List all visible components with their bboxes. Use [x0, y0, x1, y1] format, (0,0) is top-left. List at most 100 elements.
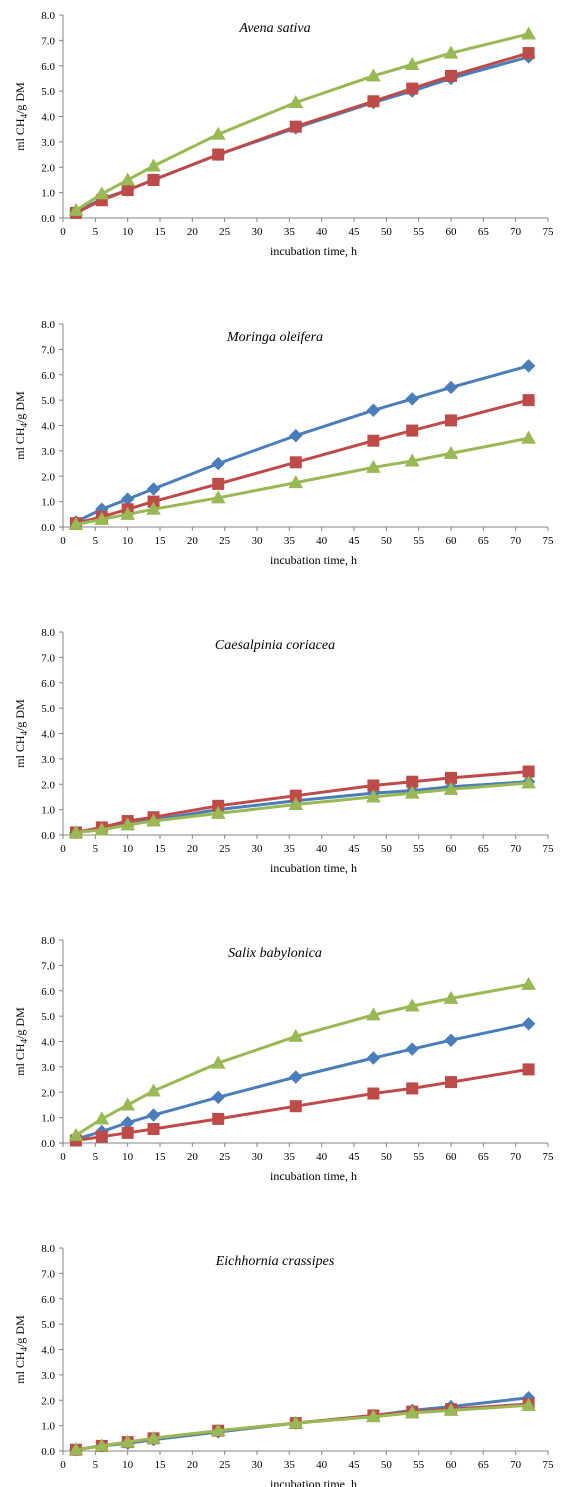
data-point-triangle: [288, 1028, 304, 1042]
x-tick-label: 50: [381, 1151, 393, 1163]
x-tick-label: 10: [122, 535, 134, 547]
data-point-square: [445, 771, 457, 784]
x-tick-label: 40: [316, 843, 328, 855]
x-tick-label: 20: [187, 843, 199, 855]
series-line-3: [75, 32, 529, 212]
x-axis-title: incubation time, h: [270, 553, 357, 567]
y-tick-label: 6.0: [41, 678, 55, 690]
x-tick-label: 0: [60, 1151, 66, 1163]
data-point-square: [212, 477, 225, 490]
data-point-diamond: [211, 456, 225, 471]
data-point-diamond: [289, 1070, 303, 1084]
x-tick-label: 10: [122, 843, 134, 855]
y-tick-label: 4.0: [41, 729, 55, 741]
chart-title: Caesalpinia coriacea: [215, 638, 335, 653]
series-line-2: [75, 51, 530, 215]
x-tick-label: 25: [219, 226, 231, 238]
data-point-triangle: [404, 785, 420, 799]
x-axis-title: incubation time, h: [270, 244, 357, 258]
data-point-triangle: [210, 1423, 226, 1437]
data-point-square: [147, 173, 160, 186]
data-point-triangle: [366, 1409, 381, 1423]
x-tick-label: 0: [60, 1459, 66, 1471]
data-point-triangle: [94, 511, 110, 525]
y-tick-label: 1.0: [41, 805, 55, 817]
x-tick-label: 70: [510, 226, 522, 238]
x-tick-label: 70: [510, 843, 522, 855]
data-point-square: [406, 1082, 419, 1095]
chart-panel-4: 0.0 1.0 2.0 3.0 4.0 5.0 6.0 7.0 8.0 0 5 10 15 20 25 30 3…: [13, 935, 554, 1183]
y-tick-label: 5.0: [41, 395, 55, 407]
data-point-triangle: [210, 805, 226, 819]
x-tick-label: 35: [284, 226, 296, 238]
data-point-square: [445, 1076, 457, 1089]
x-tick-label: 55: [413, 843, 425, 855]
series-line-2: [75, 770, 529, 834]
data-point-triangle: [288, 797, 304, 811]
data-point-square: [406, 775, 419, 788]
data-point-diamond: [521, 1017, 536, 1031]
chart-title: Eichhornia crassipes: [215, 1254, 335, 1269]
y-tick-label: 1.0: [41, 1421, 55, 1433]
y-tick-label: 7.0: [41, 344, 55, 356]
data-point-square: [212, 148, 225, 161]
data-point-square: [289, 1100, 302, 1113]
data-point-square: [522, 765, 535, 778]
data-point-diamond: [405, 1042, 419, 1056]
y-axis-title: ml CH4/g DM: [13, 699, 29, 768]
x-tick-label: 15: [155, 226, 167, 238]
data-point-triangle: [120, 172, 136, 186]
data-point-triangle: [68, 1442, 84, 1456]
series-line-1: [75, 1022, 529, 1141]
data-point-triangle: [443, 781, 459, 795]
data-point-triangle: [521, 26, 536, 40]
data-point-triangle: [288, 95, 304, 109]
y-tick-label: 0.0: [41, 1138, 55, 1150]
y-tick-label: 8.0: [41, 10, 55, 22]
data-point-triangle: [94, 1111, 110, 1125]
y-tick-label: 0.0: [41, 1446, 55, 1458]
data-point-triangle: [210, 490, 226, 504]
x-tick-label: 20: [187, 1459, 199, 1471]
x-tick-label: 60: [446, 1459, 458, 1471]
y-tick-label: 5.0: [41, 1319, 55, 1331]
data-point-triangle: [146, 813, 161, 827]
data-point-triangle: [404, 453, 420, 467]
x-tick-label: 55: [413, 226, 425, 238]
data-point-square: [445, 69, 457, 82]
data-point-diamond: [366, 1051, 381, 1065]
x-tick-label: 25: [219, 1151, 231, 1163]
data-point-triangle: [521, 775, 536, 789]
data-point-diamond: [444, 380, 458, 395]
y-tick-label: 5.0: [41, 86, 55, 98]
y-tick-label: 8.0: [41, 1243, 55, 1255]
y-tick-label: 6.0: [41, 1294, 55, 1306]
x-tick-label: 35: [284, 843, 296, 855]
y-tick-label: 2.0: [41, 471, 55, 483]
data-point-square: [445, 414, 457, 427]
y-axis-title: ml CH4/g DM: [13, 391, 29, 460]
x-tick-label: 35: [284, 1151, 296, 1163]
x-tick-label: 20: [187, 535, 199, 547]
x-tick-label: 30: [252, 1151, 264, 1163]
x-tick-label: 35: [284, 1459, 296, 1471]
data-point-triangle: [120, 817, 136, 831]
data-point-diamond: [146, 482, 161, 496]
data-point-triangle: [443, 1402, 459, 1416]
data-point-square: [367, 95, 380, 108]
x-tick-label: 40: [316, 226, 328, 238]
x-tick-label: 70: [510, 1459, 522, 1471]
data-point-triangle: [521, 1397, 536, 1411]
series-line-1: [75, 364, 530, 524]
data-point-square: [406, 82, 419, 95]
data-point-triangle: [68, 1127, 84, 1141]
chart-panel-1: 0.0 1.0 2.0 3.0 4.0 5.0 6.0 7.0 8.0 0 5 10 15 20 25 30 3…: [13, 10, 554, 258]
x-tick-label: 60: [446, 843, 458, 855]
y-tick-label: 3.0: [41, 1370, 55, 1382]
chart-title: Salix babylonica: [228, 946, 322, 961]
y-tick-label: 4.0: [41, 1037, 55, 1049]
y-tick-label: 5.0: [41, 1011, 55, 1023]
x-tick-label: 15: [155, 843, 167, 855]
data-point-square: [121, 1126, 134, 1139]
data-point-triangle: [288, 475, 304, 489]
